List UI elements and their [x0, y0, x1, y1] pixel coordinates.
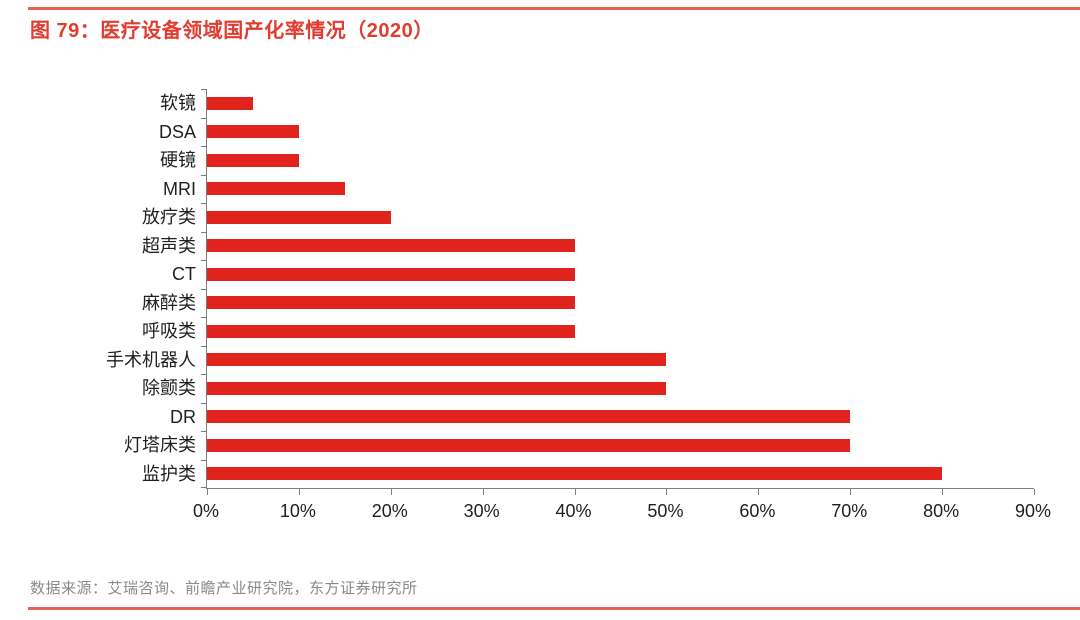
- bar: [207, 182, 345, 196]
- y-axis-tick: [201, 117, 206, 119]
- bar: [207, 125, 299, 139]
- y-axis-tick: [201, 146, 206, 147]
- x-axis-tick: [850, 489, 852, 495]
- x-axis-tick-label: 40%: [555, 501, 592, 521]
- bar: [207, 153, 299, 167]
- bar: [207, 296, 575, 310]
- category-label: 硬镜: [160, 150, 196, 170]
- bar: [207, 267, 575, 281]
- y-axis-tick: [201, 174, 206, 176]
- x-axis-tick-label: 20%: [371, 501, 408, 521]
- x-axis-tick-label: 60%: [739, 501, 776, 521]
- category-label: DSA: [158, 121, 196, 142]
- category-label: 放疗类: [142, 207, 196, 227]
- y-axis-tick: [201, 459, 206, 461]
- x-axis-tick: [1034, 489, 1035, 495]
- plot-area: [201, 89, 1035, 495]
- category-label: 麻醉类: [142, 292, 196, 313]
- y-axis-tick: [201, 203, 206, 204]
- x-axis-tick: [574, 489, 576, 495]
- y-axis-tick: [201, 345, 206, 347]
- x-axis-tick-label: 70%: [831, 501, 868, 521]
- x-axis-tick: [758, 489, 760, 495]
- bar: [207, 353, 667, 367]
- y-axis-tick: [201, 317, 206, 318]
- y-axis-tick: [201, 431, 206, 432]
- x-axis-tick-label: 80%: [923, 501, 960, 521]
- y-axis-tick: [201, 231, 206, 233]
- bar: [207, 381, 667, 395]
- bar: [207, 324, 575, 338]
- category-axis-labels: 软镜 DSA 硬镜 MRI 放疗类超声类 CT 麻醉类呼吸类手术机器人除颤类 DR 灯塔床类监护…: [0, 89, 196, 488]
- category-label: 手术机器人: [106, 349, 196, 370]
- bar: [207, 438, 851, 452]
- category-label: CT: [172, 264, 196, 284]
- bar: [207, 467, 943, 481]
- bottom-divider: [28, 607, 1080, 610]
- x-axis-tick: [207, 489, 208, 495]
- category-label: 软镜: [160, 93, 196, 113]
- top-divider: [28, 7, 1080, 10]
- y-axis-tick: [201, 260, 206, 261]
- data-source-note: 数据来源：艾瑞咨询、前瞻产业研究院，东方证券研究所: [30, 580, 418, 597]
- x-axis-tick: [390, 489, 392, 495]
- bar: [207, 96, 253, 110]
- x-axis-tick-label: 0%: [192, 501, 220, 521]
- category-label: 超声类: [142, 235, 196, 256]
- category-label: DR: [170, 406, 196, 427]
- category-label: 灯塔床类: [124, 435, 196, 455]
- y-axis-tick: [201, 288, 206, 290]
- figure-title: 图 79：医疗设备领域国产化率情况（2020）: [30, 20, 434, 42]
- x-axis-tick: [666, 489, 668, 495]
- y-axis-tick: [201, 402, 206, 404]
- y-axis-tick: [201, 89, 206, 90]
- category-label: 除颤类: [142, 378, 196, 398]
- bar: [207, 210, 391, 224]
- bar: [207, 239, 575, 253]
- y-axis-tick: [201, 374, 206, 375]
- bar: [207, 410, 851, 424]
- category-label: 监护类: [142, 463, 196, 484]
- x-axis-tick: [942, 489, 944, 495]
- x-axis-tick: [482, 489, 484, 495]
- category-label: 呼吸类: [142, 321, 196, 341]
- x-axis-tick-label: 90%: [1014, 501, 1052, 521]
- x-axis-labels: 0% 10% 20% 30% 40% 50% 60% 70% 80% 90%: [193, 501, 1051, 525]
- category-label: MRI: [163, 178, 196, 199]
- x-axis-tick-label: 10%: [279, 501, 316, 521]
- x-axis-tick-label: 30%: [463, 501, 500, 521]
- y-axis-tick: [201, 487, 206, 488]
- x-axis-tick-label: 50%: [647, 501, 684, 521]
- x-axis-tick: [298, 489, 300, 495]
